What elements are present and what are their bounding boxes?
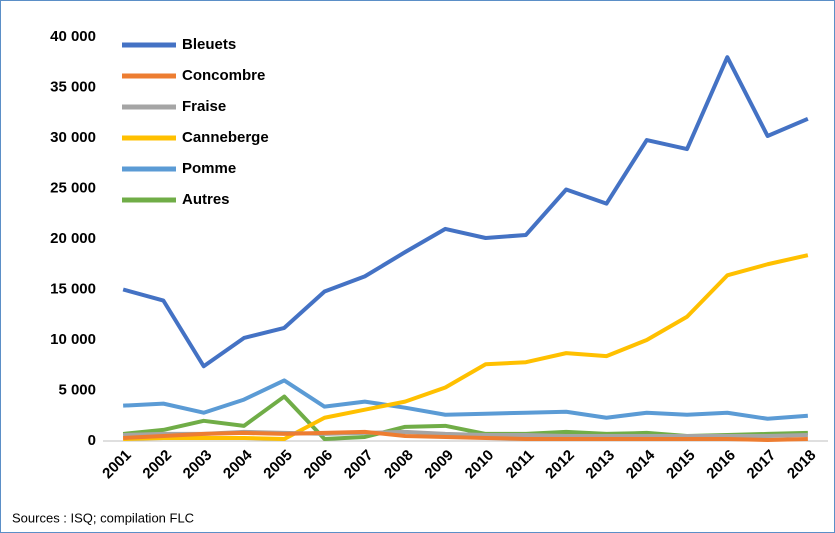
series-line [122,55,809,369]
y-tick-label: 10 000 [50,331,96,348]
y-tick-label: 0 [88,432,96,449]
y-tick-label: 30 000 [50,129,96,146]
y-tick-label: 20 000 [50,230,96,247]
legend-label: Bleuets [182,36,236,53]
legend-label: Autres [182,191,230,208]
series-line [123,429,808,442]
y-tick-label: 40 000 [50,28,96,45]
series-line [123,378,809,421]
legend-label: Pomme [182,160,236,177]
legend-label: Concombre [182,67,265,84]
y-tick-label: 35 000 [50,78,96,95]
y-tick-label: 5 000 [58,381,96,398]
legend-label: Canneberge [182,129,269,146]
legend-label: Fraise [182,98,226,115]
y-tick-label: 25 000 [50,179,96,196]
source: Sources : ISQ; compilation FLC [12,510,194,525]
y-tick-label: 15 000 [50,280,96,297]
series-line [123,253,809,441]
